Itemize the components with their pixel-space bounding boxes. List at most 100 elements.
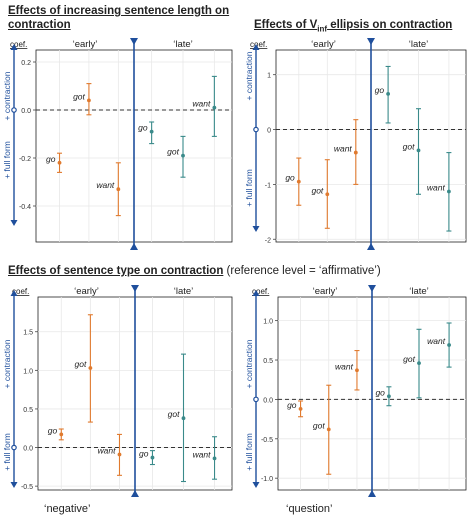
panel3-late-want-label: want	[193, 449, 212, 459]
panel1-late-go-point	[149, 129, 154, 134]
panel1-early-go-point	[57, 160, 62, 165]
panel4-late-go-label: go	[375, 387, 385, 397]
panel3-late-go-point	[150, 455, 155, 460]
panel1-ytick-label: 0.0	[21, 108, 31, 115]
panel3-divider-arrow-bottom	[131, 490, 139, 497]
panel2-title-sub: inf	[317, 24, 328, 34]
panel4-late-want-label: want	[427, 336, 446, 346]
panel2-early-go-label: go	[285, 173, 295, 183]
panel2-divider-arrow-bottom	[367, 243, 375, 250]
panel1-early-header: ‘early’	[73, 39, 98, 50]
panel4-early-want-label: want	[335, 361, 354, 371]
panel1-early-got-label: got	[73, 91, 85, 101]
panel2-late-header: ‘late’	[409, 39, 429, 50]
panel1-divider-arrow-bottom	[130, 243, 138, 250]
panel2-title-pre: Effects of V	[254, 19, 318, 31]
panel4-divider-arrow-top	[368, 285, 376, 292]
panel1-late-want-label: want	[192, 99, 211, 109]
panel4-ytick-label: 0.0	[263, 397, 273, 404]
panel3-early-want-point	[117, 452, 122, 457]
panel3-late-got-point	[181, 416, 186, 421]
panel2-contraction-label: + contraction	[244, 51, 254, 100]
panel2-early-want-point	[353, 150, 358, 155]
panel2-direction-arrow-down	[252, 226, 260, 232]
panel2-early-go-point	[296, 179, 301, 184]
panel1-late-got-point	[181, 153, 185, 158]
panel2-late-want-point	[447, 189, 451, 194]
panel2-divider-arrow-top	[367, 38, 375, 45]
panel3-ytick-label: 0.5	[23, 407, 33, 414]
panel1-title-line2: contraction	[8, 19, 71, 31]
panel3-ytick-label: 1.0	[23, 368, 33, 375]
panel3-title-bold: Effects of sentence type on contraction	[8, 265, 224, 277]
panel3-late-got-label: got	[168, 409, 180, 419]
panel2-early-got-label: got	[311, 185, 323, 195]
panel4-coef-label: coef.	[252, 287, 269, 296]
panel4-early-go-label: go	[287, 400, 297, 410]
panel2-coef-label: coef.	[250, 40, 267, 49]
panel4-late-got-point	[417, 361, 421, 366]
panel4-contraction-label: + contraction	[244, 339, 254, 388]
panel4-late-header: ‘late’	[409, 286, 429, 297]
panel3-late-want-point	[212, 456, 217, 461]
panel2-late-go-label: go	[375, 85, 385, 95]
panel3-full-form-label: + full form	[2, 433, 12, 471]
panel4-direction-arrow-center	[253, 396, 259, 403]
panel1-early-want-point	[116, 187, 121, 192]
panel3-title-plain: (reference level = ‘affirmative’)	[223, 265, 381, 277]
panel3-ytick-label: 1.5	[23, 330, 33, 337]
panel3-ytick-label: -0.5	[21, 484, 33, 491]
panel2-direction-arrow-center	[253, 126, 259, 133]
panel2-late-want-label: want	[427, 183, 446, 193]
panel2-late-got-label: got	[403, 141, 415, 151]
panel4-ytick-label: 1.0	[263, 319, 273, 326]
panel3-coef-label: coef.	[12, 287, 29, 296]
panel3-early-header: ‘early’	[74, 286, 99, 297]
panel4-early-got-point	[326, 427, 331, 432]
panel2-early-header: ‘early’	[311, 39, 336, 50]
panel2-late-go-point	[386, 91, 390, 96]
panel2-direction-arrow-up	[252, 44, 260, 50]
panel1-contraction-label: + contraction	[2, 71, 12, 120]
panel3-contraction-label: + contraction	[2, 339, 12, 388]
panel4-ytick-label: -1.0	[261, 476, 273, 483]
panel4-direction-arrow-down	[252, 482, 260, 488]
panel2-ytick-label: 1	[267, 73, 271, 80]
panel1-full-form-label: + full form	[2, 141, 12, 179]
panel3-direction-arrow-down	[10, 482, 18, 488]
panel2-late-got-point	[416, 148, 421, 153]
panel1-direction-arrow-up	[10, 44, 18, 50]
panel1-ytick-label: 0.2	[21, 60, 31, 67]
panel1-divider-arrow-top	[130, 38, 138, 45]
panel3-early-want-label: want	[98, 445, 117, 455]
panel1-ytick-label: -0.4	[19, 204, 31, 211]
panel3-divider-arrow-top	[131, 285, 139, 292]
panel4-late-go-point	[387, 394, 391, 399]
panel3-direction-arrow-center	[11, 444, 17, 451]
panel1-direction-arrow-down	[10, 220, 18, 226]
panel4-footer-label: ‘question’	[286, 503, 333, 515]
panel1-late-header: ‘late’	[173, 39, 193, 50]
panel2-full-form-label: + full form	[244, 169, 254, 207]
panel1-early-got-point	[87, 98, 91, 103]
panel3-late-header: ‘late’	[174, 286, 194, 297]
panel4-direction-arrow-up	[252, 290, 260, 296]
panel3-early-got-point	[88, 366, 93, 370]
panel4-early-header: ‘early’	[313, 286, 338, 297]
panel4-early-got-label: got	[313, 420, 325, 430]
panel3-early-go-point	[59, 432, 64, 437]
panel3-direction-arrow-up	[10, 290, 18, 296]
panel3-ytick-label: 0.0	[23, 446, 33, 453]
panel4-full-form-label: + full form	[244, 433, 254, 471]
panel4-late-want-point	[447, 343, 451, 347]
panel1-ytick-label: -0.2	[19, 156, 31, 163]
panel2-title-post: ellipsis on contraction	[327, 19, 453, 31]
panel1-title-line1: Effects of increasing sentence length on	[8, 5, 230, 17]
panel4-ytick-label: -0.5	[261, 437, 273, 444]
panel2-ytick-label: -2	[265, 237, 271, 244]
panel4-late-got-label: got	[403, 354, 415, 364]
panel3-late-go-label: go	[139, 449, 149, 459]
panel4-divider-arrow-bottom	[368, 490, 376, 497]
panel2-early-want-label: want	[334, 144, 353, 154]
